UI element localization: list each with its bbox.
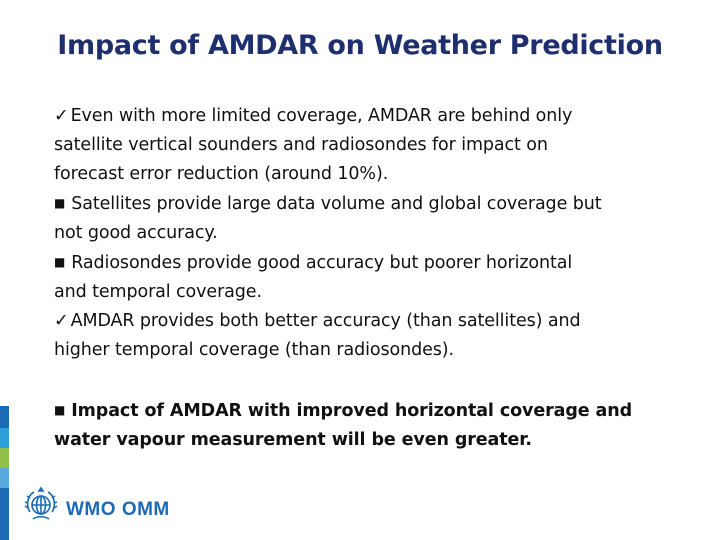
emphasis-line: water vapour measurement will be even gr… [54,426,694,455]
color-strip-segment [0,406,9,428]
body-line: ■ Radiosondes provide good accuracy but p… [54,248,684,278]
color-strip-segment [0,448,9,468]
color-strip-segment [0,488,9,540]
body-line-text: and temporal coverage. [54,282,262,302]
body-line: not good accuracy. [54,219,684,248]
body-line: ■ Satellites provide large data volume an… [54,189,684,219]
color-strip-segment [0,428,9,448]
body-line-text: higher temporal coverage (than radiosond… [54,340,454,360]
square-bullet-icon: ■ [54,403,66,417]
body-text: ✓ Even with more limited coverage, AMDAR … [54,102,684,365]
body-line-text: not good accuracy. [54,223,218,243]
body-line-text: Radiosondes provide good accuracy but po… [71,253,573,273]
body-line-text: Even with more limited coverage, AMDAR a… [70,106,573,126]
emphasis-line-text: water vapour measurement will be even gr… [54,430,532,450]
body-line: ✓ AMDAR provides both better accuracy (th… [54,307,684,336]
check-bullet-icon: ✓ [54,106,69,126]
wmo-logo-text: WMO OMM [66,498,170,520]
body-line: ✓ Even with more limited coverage, AMDAR … [54,102,684,131]
body-line: satellite vertical sounders and radioson… [54,131,684,160]
square-bullet-icon: ■ [54,255,66,269]
emphasis-line-text: Impact of AMDAR with improved horizontal… [71,401,633,421]
wmo-logo: WMO OMM [22,486,170,533]
body-line-text: satellite vertical sounders and radioson… [54,135,548,155]
emphasis-text: ■ Impact of AMDAR with improved horizonta… [54,396,694,455]
slide-title: Impact of AMDAR on Weather Prediction [57,30,663,61]
body-line-text: AMDAR provides both better accuracy (tha… [70,311,581,331]
body-line: and temporal coverage. [54,278,684,307]
wmo-emblem-icon [22,486,60,533]
color-strip-segment [0,468,9,488]
emphasis-line: ■ Impact of AMDAR with improved horizonta… [54,396,694,426]
check-bullet-icon: ✓ [54,311,69,331]
square-bullet-icon: ■ [54,196,66,210]
body-line: higher temporal coverage (than radiosond… [54,336,684,365]
body-line-text: Satellites provide large data volume and… [71,194,602,214]
body-line: forecast error reduction (around 10%). [54,160,684,189]
body-line-text: forecast error reduction (around 10%). [54,164,389,184]
